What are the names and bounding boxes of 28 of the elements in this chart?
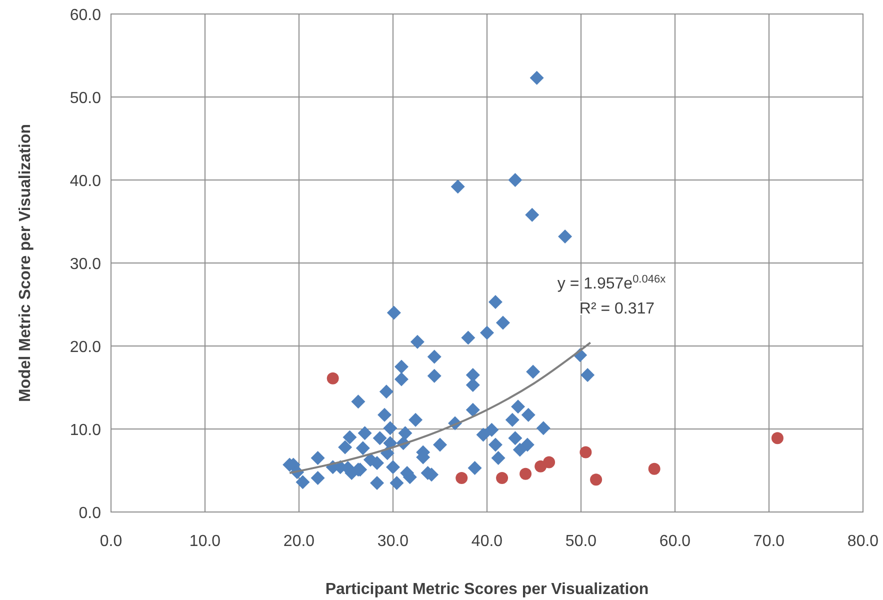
y-axis-title: Model Metric Score per Visualization (17, 124, 34, 402)
x-tick-label: 40.0 (471, 533, 503, 550)
x-tick-label: 10.0 (189, 533, 221, 550)
y-tick-label: 50.0 (70, 90, 102, 107)
x-axis-title: Participant Metric Scores per Visualization (325, 581, 649, 598)
point (590, 474, 602, 486)
point (648, 462, 660, 475)
y-tick-label: 20.0 (70, 339, 102, 356)
x-tick-label: 20.0 (283, 533, 315, 550)
point (496, 472, 508, 484)
y-tick-label: 30.0 (70, 256, 102, 273)
point (326, 372, 339, 384)
point (456, 472, 468, 484)
point (580, 446, 592, 458)
y-tick-label: 60.0 (70, 7, 102, 24)
x-tick-label: 80.0 (847, 533, 879, 550)
x-tick-label: 70.0 (753, 533, 785, 550)
x-tick-label: 50.0 (565, 533, 597, 550)
y-tick-label: 0.0 (78, 505, 102, 522)
y-tick-label: 10.0 (70, 422, 102, 439)
y-tick-label: 40.0 (70, 173, 102, 190)
x-tick-label: 0.0 (100, 533, 122, 550)
point (543, 456, 556, 468)
point (520, 468, 532, 480)
annotation: y = 1.957e$^{0.046x}$ (557, 274, 666, 293)
x-tick-label: 30.0 (377, 533, 409, 550)
point (771, 432, 784, 444)
x-tick-label: 60.0 (659, 533, 691, 550)
